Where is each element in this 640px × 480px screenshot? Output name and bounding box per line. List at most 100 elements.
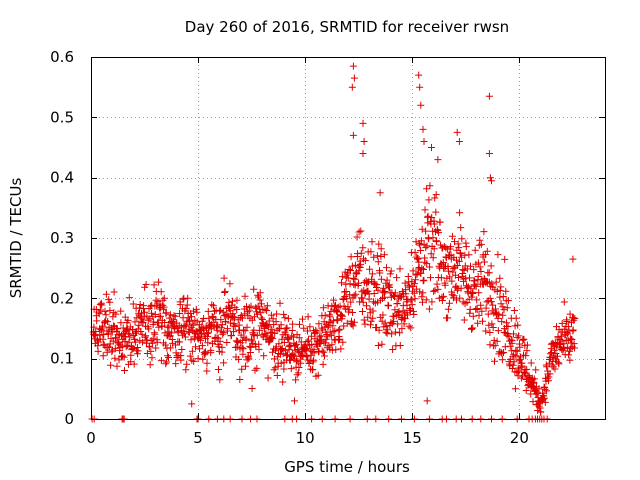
data-point [339,338,347,346]
data-point [474,273,482,280]
data-point [283,324,291,332]
data-point [416,241,424,249]
data-point [430,287,438,295]
data-point [172,360,180,368]
data-point [188,313,195,321]
data-point [516,343,524,351]
data-point [376,269,384,277]
data-point [139,319,147,326]
data-point [300,324,308,332]
data-point [498,318,506,326]
data-point [133,344,141,351]
data-point [570,316,578,324]
data-point [495,310,503,318]
data-point [558,319,566,327]
data-point [497,300,505,308]
data-point [374,342,382,349]
data-point [267,311,275,319]
data-point [445,299,453,307]
data-point [504,297,512,305]
data-point [397,294,405,302]
x-tick-label: 20 [510,429,529,447]
data-point [394,320,402,328]
data-point [391,306,399,314]
data-point [460,266,468,274]
data-point [288,327,296,334]
data-point [155,323,163,331]
data-point [422,296,430,304]
data-point [349,62,357,70]
data-point [512,352,520,360]
data-point [488,320,496,328]
data-point [268,333,276,341]
data-point [483,247,491,255]
data-point [498,356,506,364]
data-point [338,279,345,287]
data-point [176,338,183,346]
data-point [460,316,468,324]
data-point [473,306,481,313]
data-point [350,281,358,288]
data-point [321,352,328,360]
data-point [299,351,307,359]
data-point [342,288,350,295]
data-point [448,277,456,285]
data-point [303,352,311,360]
data-point [313,328,321,336]
data-point [476,236,484,244]
data-point [489,324,497,331]
data-point [433,237,441,245]
data-point [193,308,201,316]
data-point [130,360,138,368]
data-point [199,355,207,363]
data-point [189,321,197,329]
data-point [393,274,401,282]
data-point [334,316,342,324]
data-point [179,295,187,303]
data-point [522,352,530,360]
data-point [374,258,382,266]
data-point [93,317,101,325]
data-point [153,302,161,310]
data-point [428,144,435,151]
data-point [101,307,109,315]
data-point [381,319,389,327]
data-point [426,263,434,271]
data-point [148,354,156,362]
data-point [446,252,453,260]
data-point [543,387,551,395]
data-points [88,62,579,423]
data-point [248,385,256,392]
data-point [477,268,485,275]
data-point [255,345,263,353]
data-point [410,289,418,297]
data-point [281,314,289,322]
data-point [406,305,414,312]
data-point [546,370,554,378]
data-point [434,156,442,164]
data-point [230,328,238,336]
data-point [217,316,225,324]
data-point [471,246,479,254]
data-point [565,351,573,359]
data-point [202,348,210,356]
data-point [496,287,504,295]
data-point [220,274,228,282]
data-point [367,321,374,329]
data-point [290,333,297,341]
data-point [511,385,519,393]
data-point [417,269,425,277]
data-point [485,269,493,277]
data-point [467,262,474,270]
data-point [315,320,323,328]
data-point [522,387,530,394]
data-point [205,329,212,337]
data-point [285,335,293,343]
data-point [291,397,298,405]
data-point [314,371,322,379]
data-point [204,333,212,341]
data-point [312,326,320,334]
data-point [289,351,297,359]
data-point [238,344,246,352]
data-point [423,397,431,405]
